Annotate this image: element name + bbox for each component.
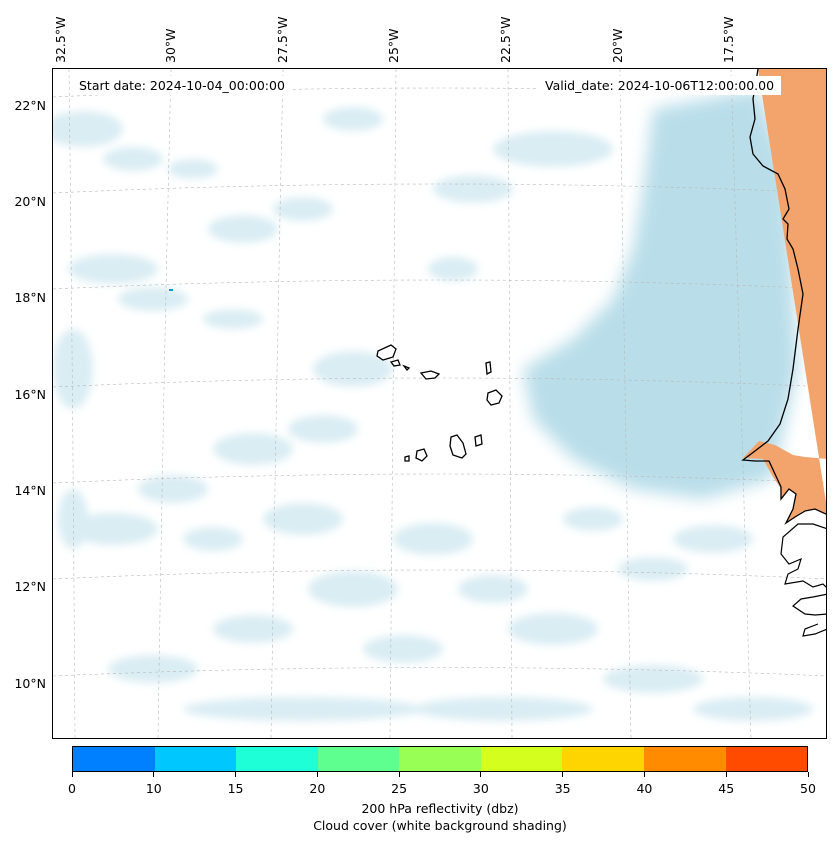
cloud-patch [183,697,423,721]
cloud-patch [288,415,358,443]
colorbar-tick-label: 35 [554,781,571,796]
lat-label-10n: 10°N [14,676,46,691]
island-sao-vicente [389,359,401,367]
colorbar-tick-label: 40 [636,781,653,796]
cloud-patch [673,525,753,553]
colorbar-tick [71,772,73,777]
colorbar [72,746,808,772]
cloud-patch [428,257,478,281]
colorbar-tick [235,772,237,777]
lon-label-30w: 30°W [163,28,178,63]
cloud-cover-shading [53,89,813,721]
lat-label-20n: 20°N [14,194,46,209]
cloud-patch [413,697,593,721]
island-maio [474,434,483,447]
cloud-patch [53,111,123,147]
colorbar-tick-label: 45 [718,781,735,796]
island-santa-luzia [402,364,411,371]
cloud-patch [203,309,263,329]
cloud-patch [263,503,343,535]
island-santo-antao [376,344,397,361]
colorbar-tick-label: 50 [800,781,816,796]
lon-label-20w: 20°W [610,28,625,63]
reflectivity-speck [169,289,173,291]
colorbar-tick [725,772,727,777]
cloud-patch [68,254,158,284]
colorbar-tick-label: 30 [472,781,489,796]
lat-label-18n: 18°N [14,290,46,305]
colorbar-segment [480,747,563,771]
island-boa-vista [486,389,503,406]
cloud-patch [393,523,473,555]
cloud-patch [273,197,333,221]
cloud-patch [458,575,528,603]
colorbar-label-cloud-cover: Cloud cover (white background shading) [313,818,567,833]
cloud-patch [138,475,208,503]
map-area [52,68,827,739]
cloud-patch [108,655,198,683]
island-fogo [415,448,428,462]
lon-label-25w: 25°W [386,28,401,63]
cloud-patch [183,527,243,551]
cloud-patch [603,665,703,693]
colorbar-label-reflectivity: 200 hPa reflectivity (dbz) [361,801,519,816]
colorbar-tick [807,772,809,777]
colorbar-segment [317,747,400,771]
colorbar-tick-label: 25 [391,781,408,796]
colorbar-tick [643,772,645,777]
cloud-patch [508,613,598,645]
colorbar-segment [643,747,726,771]
colorbar-segment [236,747,318,771]
colorbar-tick-label: 15 [227,781,244,796]
cloud-patch [103,147,163,171]
start-date-label: Start date: 2024-10-04_00:00:00 [72,76,292,95]
lon-label-17-5w: 17.5°W [721,16,736,63]
cloud-patch [58,489,88,549]
cloud-patch [208,215,278,243]
island-sao-nicolau [419,370,441,380]
lat-label-16n: 16°N [14,387,46,402]
africa-landmass [741,69,826,637]
colorbar-tick [398,772,400,777]
lon-label-32-5w: 32.5°W [53,16,68,63]
cloud-patch [308,571,398,607]
colorbar-tick [562,772,564,777]
cloud-patch [213,615,293,643]
cloud-patch [433,175,513,203]
cloud-patch [168,159,218,179]
colorbar-segment [154,747,237,771]
island-sal [485,361,492,376]
cloud-patch [618,557,688,581]
lat-label-12n: 12°N [14,579,46,594]
cloud-patch [563,507,623,531]
colorbar-segment [725,747,808,771]
cloud-patch [213,433,293,465]
island-santiago [449,434,467,459]
map-canvas [53,69,826,738]
colorbar-tick [316,772,318,777]
cloud-patch [493,131,613,167]
island-brava [404,455,410,462]
lat-label-22n: 22°N [14,98,46,113]
lon-label-22-5w: 22.5°W [498,16,513,63]
colorbar-tick-label: 10 [145,781,162,796]
colorbar-segment [73,747,155,771]
lat-label-14n: 14°N [14,483,46,498]
lon-label-27-5w: 27.5°W [275,16,290,63]
colorbar-tick [153,772,155,777]
colorbar-tick [480,772,482,777]
cloud-patch [53,329,93,409]
colorbar-segment [562,747,644,771]
cloud-patch [363,635,443,663]
cloud-patch [323,107,383,131]
colorbar-tick-label: 20 [309,781,326,796]
valid-date-label: Valid_date: 2024-10-06T12:00:00.00 [538,76,782,95]
colorbar-segment [399,747,481,771]
cloud-patch [118,287,188,311]
colorbar-tick-label: 0 [68,781,76,796]
cloud-patch [693,697,813,721]
cloud-patch [68,513,158,545]
cape-verde-islands [376,344,503,462]
